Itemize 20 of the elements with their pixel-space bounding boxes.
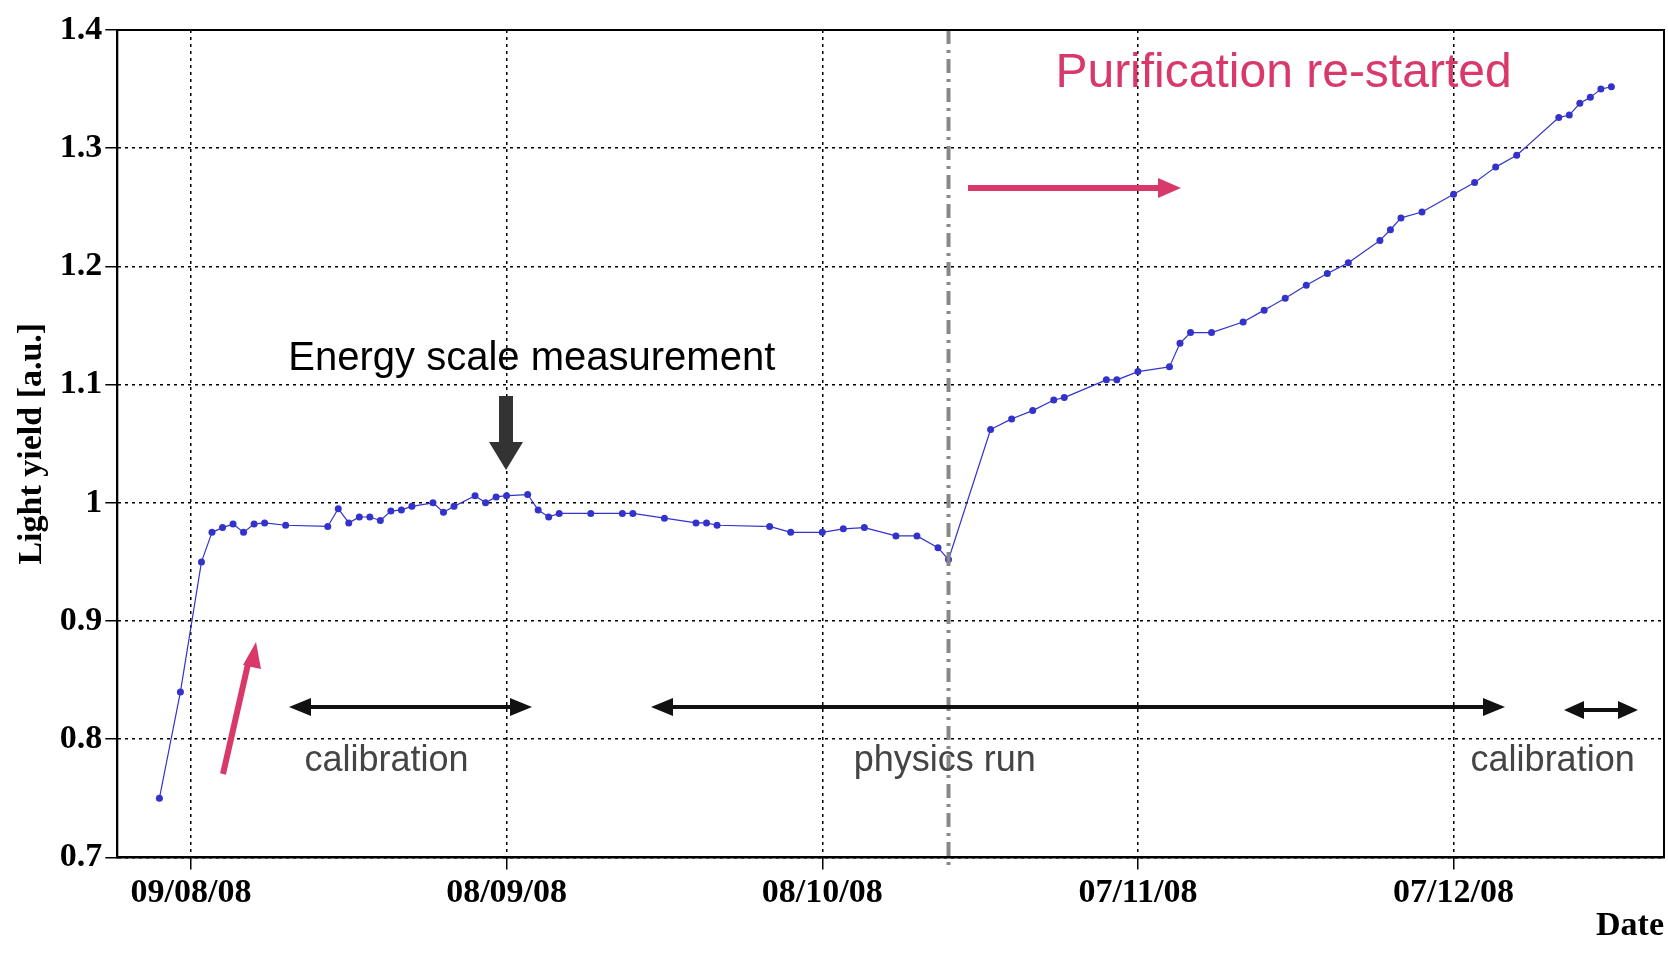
y-tick-label: 0.8 — [59, 717, 103, 755]
y-tick-label: 1.4 — [59, 8, 103, 46]
annotation: Purification re-started — [1055, 44, 1512, 98]
y-tick-label: 0.7 — [59, 836, 103, 874]
x-tick-label: 08/09/08 — [446, 871, 568, 909]
y-tick-label: 1.2 — [59, 245, 103, 283]
annotation: calibration — [304, 737, 469, 779]
x-tick-label: 07/12/08 — [1393, 871, 1515, 909]
x-tick-label: 08/10/08 — [761, 871, 883, 909]
annotation: physics run — [853, 737, 1036, 779]
x-axis-title: Date — [1596, 905, 1664, 943]
y-axis-title: Light yield [a.u.] — [11, 322, 49, 565]
y-tick-label: 1.3 — [59, 126, 103, 164]
annotation: calibration — [1470, 737, 1635, 779]
x-tick-label: 07/11/08 — [1078, 871, 1198, 909]
x-tick-label: 09/08/08 — [130, 871, 252, 909]
y-tick-label: 0.9 — [59, 599, 103, 637]
annotation: Energy scale measurement — [288, 333, 776, 378]
y-tick-label: 1.1 — [59, 363, 103, 401]
y-tick-label: 1 — [85, 481, 103, 519]
